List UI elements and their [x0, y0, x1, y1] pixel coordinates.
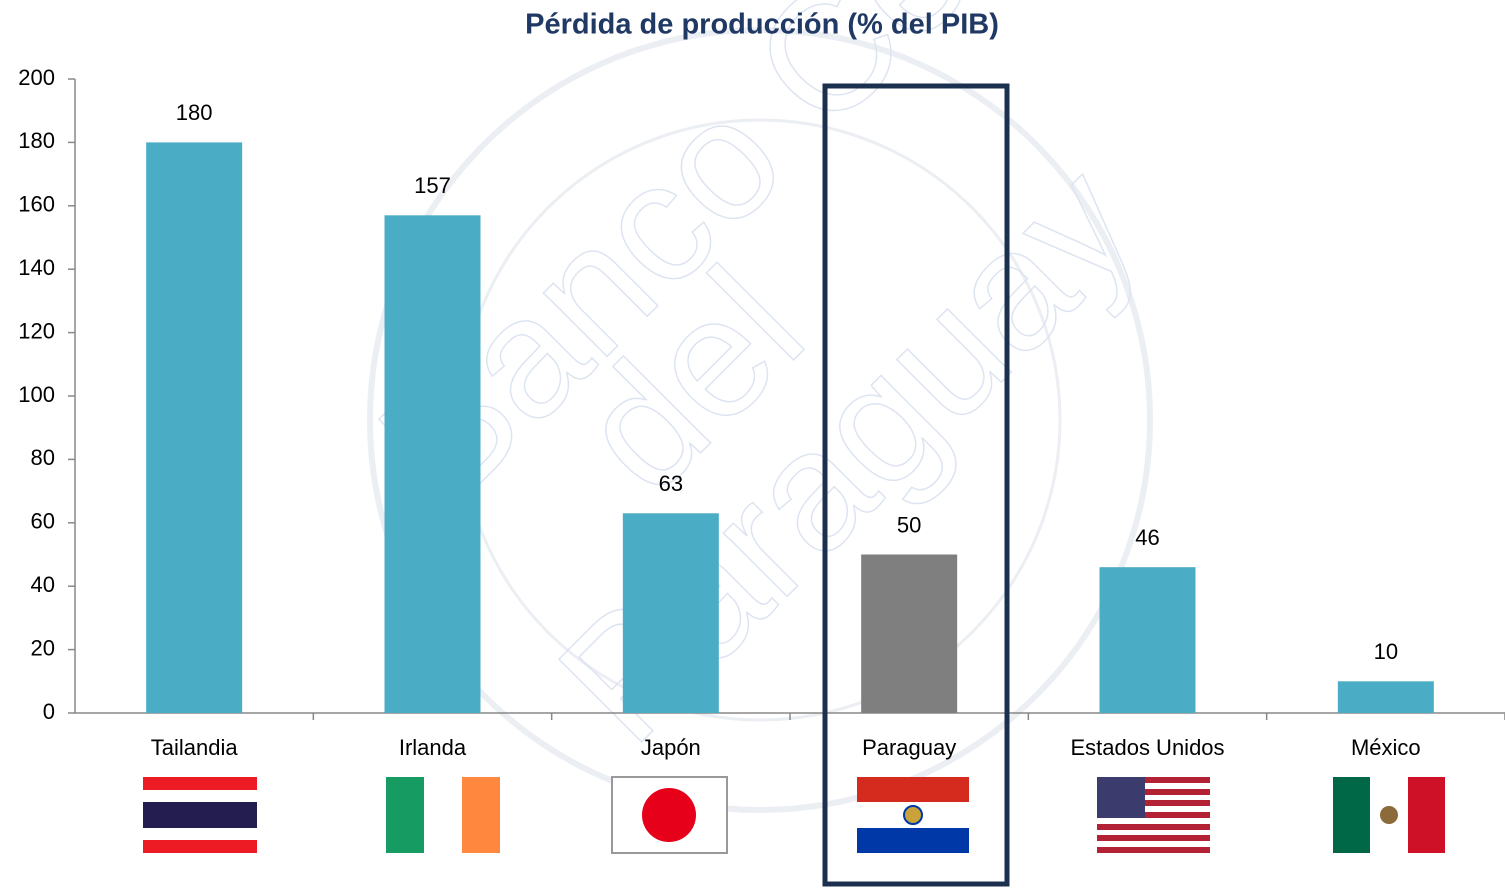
- y-tick-label: 0: [43, 699, 55, 724]
- bar: [861, 554, 958, 713]
- x-tick-label: Tailandia: [151, 735, 239, 760]
- y-tick-label: 180: [18, 128, 55, 153]
- bar: [1099, 567, 1196, 713]
- data-label: 50: [897, 512, 921, 537]
- flag-usa: [1097, 777, 1210, 853]
- chart-title: Pérdida de producción (% del PIB): [525, 9, 999, 41]
- y-tick-label: 80: [31, 445, 55, 470]
- x-tick-label: Japón: [641, 735, 701, 760]
- bar: [622, 513, 719, 713]
- x-tick-label: Irlanda: [399, 735, 467, 760]
- y-tick-label: 160: [18, 192, 55, 217]
- flag-mexico: [1333, 777, 1445, 853]
- y-tick-label: 40: [31, 572, 55, 597]
- x-tick-label: Paraguay: [862, 735, 956, 760]
- bar: [146, 142, 243, 713]
- x-tick-label: México: [1351, 735, 1421, 760]
- flag-japan: [611, 776, 728, 854]
- bar: [1337, 681, 1434, 713]
- data-label: 46: [1135, 525, 1159, 550]
- flag-paraguay: [857, 777, 969, 853]
- y-tick-label: 120: [18, 318, 55, 343]
- y-tick-label: 200: [18, 65, 55, 90]
- y-tick-label: 20: [31, 635, 55, 660]
- flag-ireland: [386, 777, 500, 853]
- y-tick-label: 140: [18, 255, 55, 280]
- highlight-box: [822, 83, 1010, 887]
- flag-thailand: [143, 777, 257, 853]
- bar: [384, 215, 481, 713]
- data-label: 63: [659, 471, 683, 496]
- data-label: 180: [176, 100, 213, 125]
- data-label: 157: [414, 173, 451, 198]
- y-tick-label: 60: [31, 509, 55, 534]
- x-tick-label: Estados Unidos: [1070, 735, 1224, 760]
- y-tick-label: 100: [18, 382, 55, 407]
- data-label: 10: [1374, 639, 1398, 664]
